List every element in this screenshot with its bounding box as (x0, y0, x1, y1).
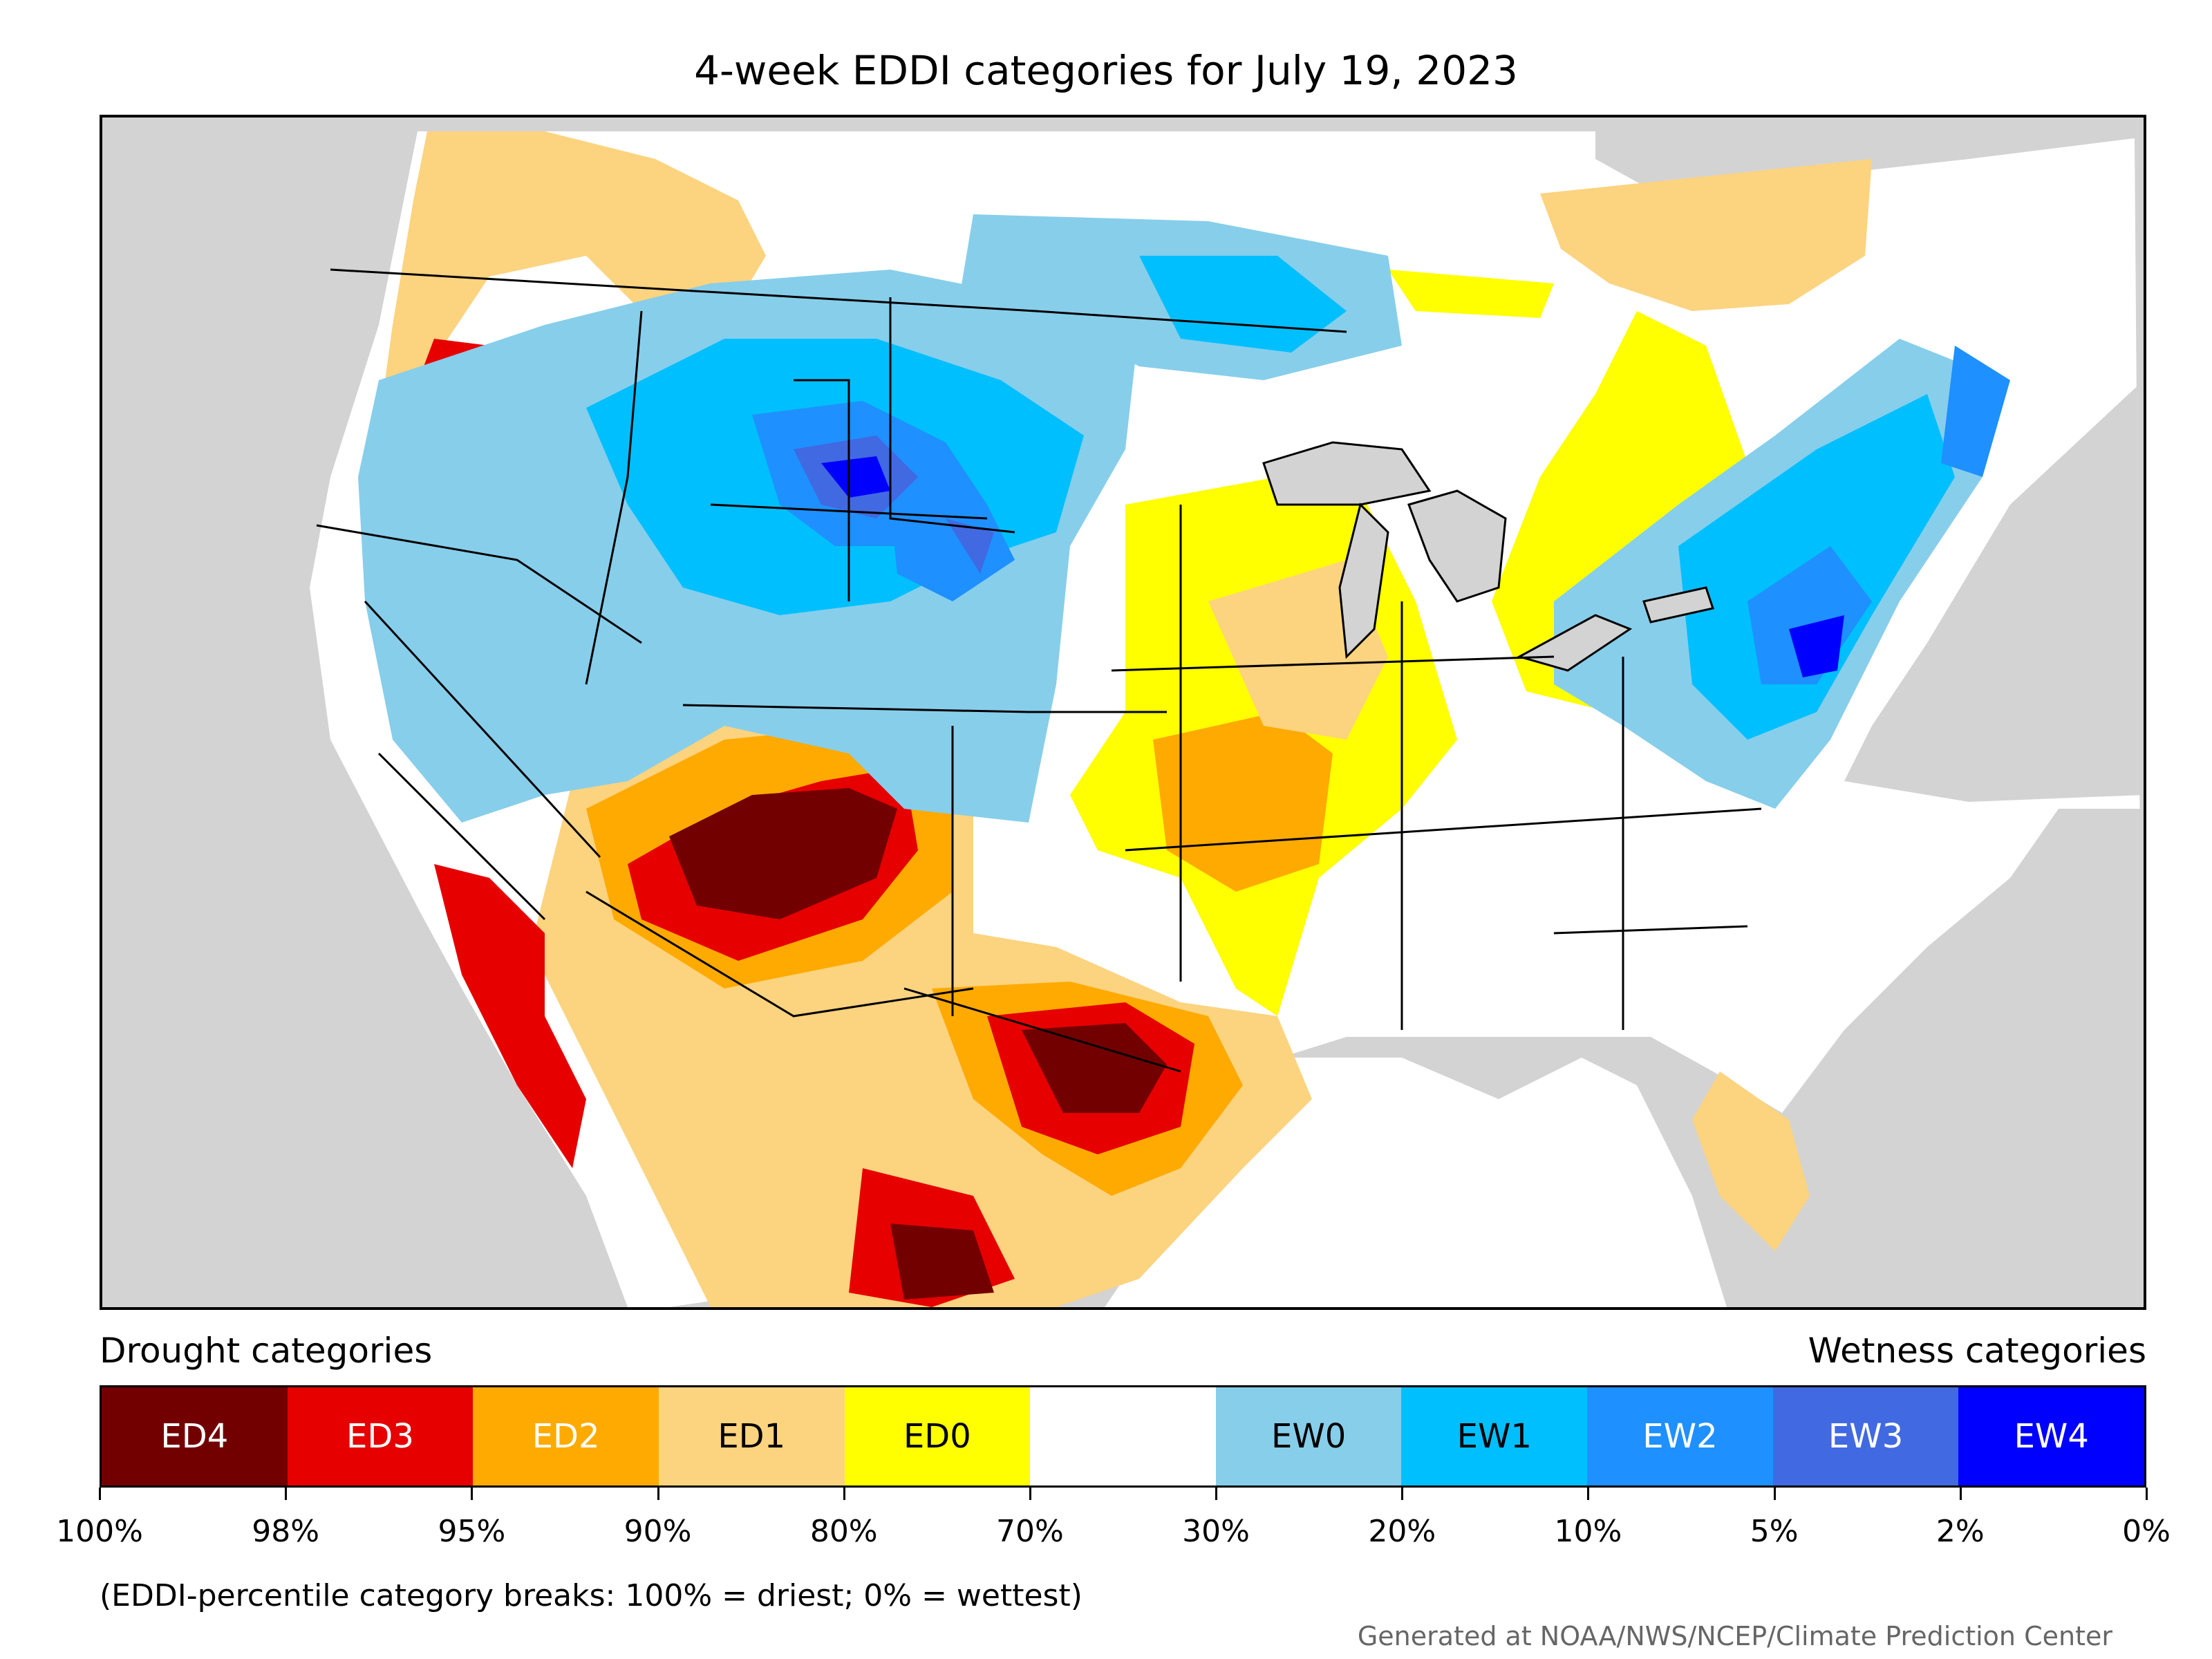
great-lakes (1262, 441, 1714, 672)
wetness-regions (358, 214, 2010, 823)
legend-swatch-ed2: ED2 (473, 1387, 659, 1485)
legend-swatch-ew1: EW1 (1401, 1387, 1588, 1485)
colorbar-tick (657, 1488, 659, 1500)
wetness-categories-heading: Wetness categories (1808, 1331, 2146, 1371)
colorbar-tick (2146, 1488, 2148, 1500)
category-breaks-note: (EDDI-percentile category breaks: 100% =… (100, 1578, 1082, 1613)
map-canvas (102, 118, 2144, 1307)
legend-swatch-neutral (1030, 1387, 1216, 1485)
colorbar-tick-label: 100% (56, 1514, 143, 1549)
colorbar-tick (99, 1488, 101, 1500)
colorbar-ticks (99, 1488, 2148, 1501)
legend-swatch-ed3: ED3 (287, 1387, 474, 1485)
drought-regions (372, 131, 1872, 1307)
category-colorbar: ED4 ED3 ED2 ED1 ED0 EW0 EW1 EW2 EW3 EW4 (100, 1385, 2146, 1488)
pacific-ocean (102, 118, 628, 1307)
legend-swatch-ew4: EW4 (1958, 1387, 2145, 1485)
colorbar-tick-label: 20% (1368, 1514, 1436, 1549)
colorbar-tick (1029, 1488, 1031, 1500)
legend-swatch-ew0: EW0 (1215, 1387, 1402, 1485)
colorbar-tick-label: 30% (1182, 1514, 1250, 1549)
legend-swatch-ed4: ED4 (102, 1387, 288, 1485)
colorbar-tick (1959, 1488, 1962, 1500)
colorbar-tick (1587, 1488, 1590, 1500)
eddi-map (100, 115, 2146, 1310)
colorbar-tick-label: 95% (438, 1514, 506, 1549)
legend-swatch-ew2: EW2 (1587, 1387, 1773, 1485)
colorbar-tick-label: 98% (252, 1514, 320, 1549)
colorbar-tick-label: 80% (809, 1514, 878, 1549)
state-borders (316, 268, 1762, 1073)
colorbar-tick-label: 70% (996, 1514, 1064, 1549)
atlantic-ocean (1844, 380, 2144, 802)
colorbar-tick (1215, 1488, 1218, 1500)
colorbar-tick (471, 1488, 474, 1500)
colorbar-tick-label: 10% (1554, 1514, 1622, 1549)
map-title: 4-week EDDI categories for July 19, 2023 (694, 47, 1518, 94)
legend-swatch-ew3: EW3 (1772, 1387, 1959, 1485)
colorbar-tick (1773, 1488, 1776, 1500)
colorbar-tick (285, 1488, 288, 1500)
colorbar-tick (1401, 1488, 1404, 1500)
colorbar-tick-label: 90% (624, 1514, 692, 1549)
colorbar-tick-label: 0% (2122, 1514, 2171, 1549)
colorbar-tick-label: 5% (1750, 1514, 1799, 1549)
legend-swatch-ed0: ED0 (844, 1387, 1031, 1485)
legend-swatch-ed1: ED1 (658, 1387, 845, 1485)
colorbar-tick (843, 1488, 845, 1500)
colorbar-tick-label: 2% (1936, 1514, 1985, 1549)
drought-categories-heading: Drought categories (100, 1331, 433, 1371)
source-credit: Generated at NOAA/NWS/NCEP/Climate Predi… (1357, 1621, 2112, 1651)
